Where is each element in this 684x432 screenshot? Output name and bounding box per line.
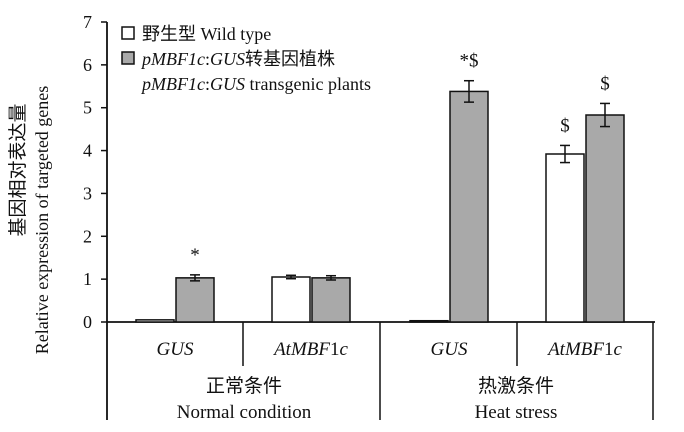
y-tick-label-7: 7 [83, 12, 92, 32]
category-label-2: AtMBF1c [272, 339, 348, 360]
legend-label-transgenic-en: pMBF1c:GUS transgenic plants [140, 74, 371, 94]
group-label-en-heat: Heat stress [475, 402, 558, 423]
y-ticks: 0 1 2 3 4 5 6 7 [83, 12, 107, 332]
bar-s2-c4 [585, 114, 625, 323]
y-tick-label-0: 0 [83, 312, 92, 332]
group-label-en-normal: Normal condition [177, 402, 312, 423]
bar-s2-c1 [175, 277, 215, 323]
y-tick-label-4: 4 [83, 141, 92, 161]
y-tick-label-1: 1 [83, 269, 92, 289]
legend-swatch-wild-type [121, 26, 135, 40]
bars: $ * *$ $ [135, 51, 625, 323]
y-axis-label-cn: 基因相对表达量 [7, 103, 29, 236]
y-axis-label-en: Relative expression of targeted genes [32, 86, 52, 355]
bar-s1-c4 [545, 153, 585, 323]
annotation-s1-c4: $ [560, 115, 570, 136]
legend: 野生型 Wild type pMBF1c:GUS转基因植株 pMBF1c:GUS… [121, 24, 371, 94]
y-tick-label-2: 2 [83, 226, 92, 246]
category-label-4: AtMBF1c [546, 339, 622, 360]
annotation-s2-c3: *$ [460, 51, 479, 72]
bar-s1-c3 [409, 319, 449, 323]
bar-s2-c2 [311, 277, 351, 323]
annotation-s2-c1: * [190, 245, 200, 266]
category-label-1: GUS [157, 339, 194, 360]
bar-s2-c3 [449, 90, 489, 323]
legend-swatch-transgenic [121, 51, 135, 65]
legend-label-wild-type: 野生型 Wild type [142, 24, 271, 44]
y-tick-label-5: 5 [83, 98, 92, 118]
group-label-cn-normal: 正常条件 [206, 375, 282, 397]
legend-label-transgenic-cn: pMBF1c:GUS转基因植株 [140, 49, 335, 69]
group-label-cn-heat: 热激条件 [478, 375, 554, 397]
category-label-3: GUS [431, 339, 468, 360]
y-tick-label-6: 6 [83, 55, 92, 75]
bar-s1-c1 [135, 319, 175, 323]
y-tick-label-3: 3 [83, 183, 92, 203]
bar-s1-c2 [271, 276, 311, 323]
annotation-s2-c4: $ [600, 73, 610, 94]
